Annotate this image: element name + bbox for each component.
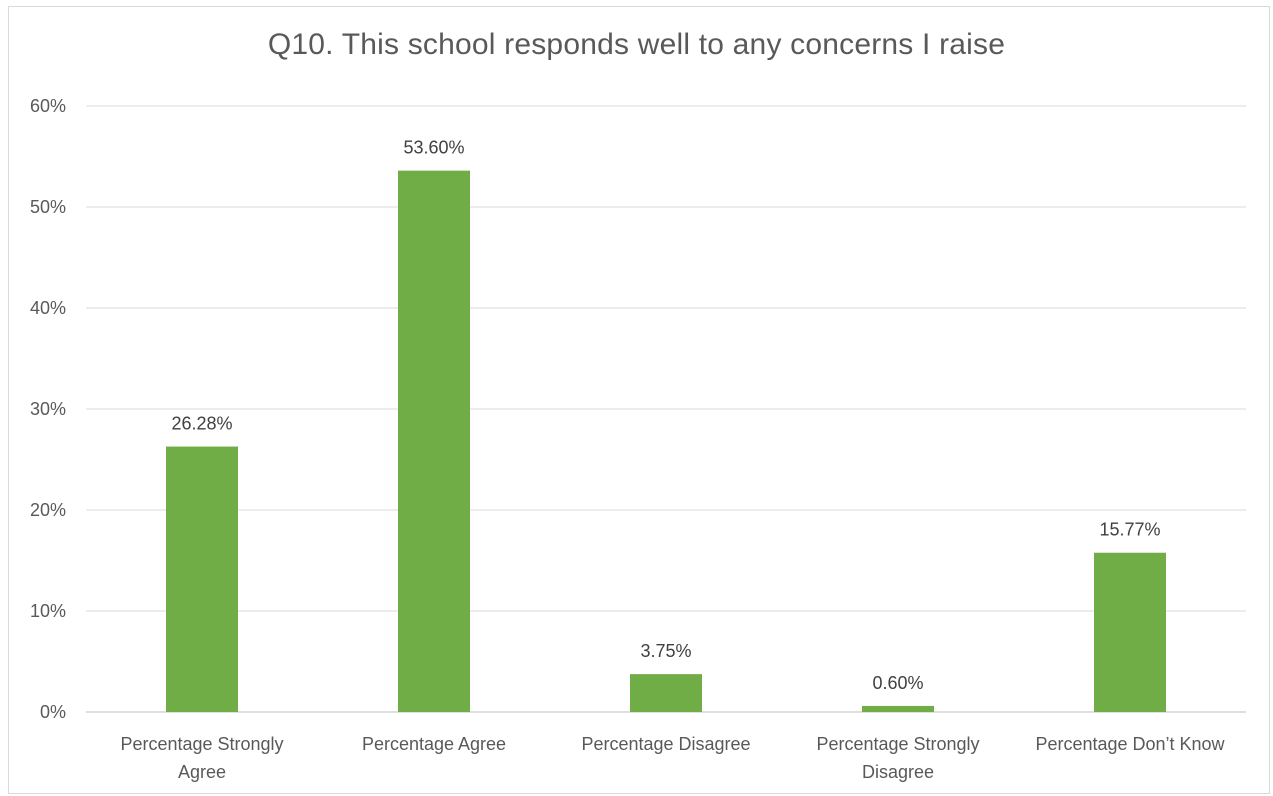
data-label: 53.60% — [403, 138, 464, 158]
bar — [630, 674, 702, 712]
y-tick-label: 50% — [30, 197, 66, 217]
bar — [166, 446, 238, 712]
bar — [862, 705, 934, 712]
data-label: 15.77% — [1099, 520, 1160, 540]
y-tick-label: 0% — [40, 702, 66, 722]
data-label: 26.28% — [171, 414, 232, 434]
y-tick-label: 60% — [30, 96, 66, 116]
y-tick-label: 30% — [30, 399, 66, 419]
x-category-label: Percentage Strongly Disagree — [816, 734, 979, 782]
bar — [398, 170, 470, 712]
y-tick-label: 20% — [30, 500, 66, 520]
x-category-label: Percentage Strongly Agree — [120, 734, 283, 782]
y-tick-label: 40% — [30, 298, 66, 318]
data-label: 3.75% — [640, 641, 691, 661]
x-category-label: Percentage Disagree — [581, 734, 750, 754]
y-tick-label: 10% — [30, 601, 66, 621]
bar — [1094, 552, 1166, 712]
x-category-label: Percentage Agree — [362, 734, 506, 754]
x-category-label: Percentage Don’t Know — [1035, 734, 1225, 754]
data-label: 0.60% — [872, 673, 923, 693]
chart-title: Q10. This school responds well to any co… — [267, 28, 1006, 61]
